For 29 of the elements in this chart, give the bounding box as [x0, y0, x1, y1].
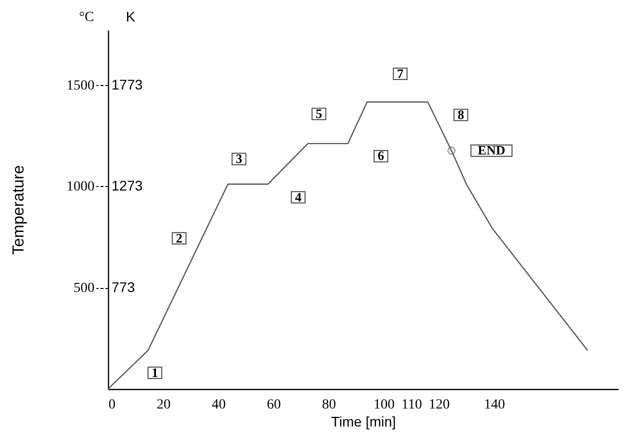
annotation: 1: [152, 364, 158, 380]
x-tick-label: 40: [212, 398, 226, 412]
x-tick-label: 80: [322, 398, 336, 412]
annotation: 2: [176, 230, 182, 246]
x-tick-label: 60: [266, 398, 281, 412]
x-tick-label: 0: [108, 398, 116, 412]
x-tick-label: 140: [484, 398, 505, 412]
y-axis-title: Temperature: [10, 164, 28, 255]
y-tick-label: 500: [74, 281, 94, 296]
y2-tick-label: 1773: [112, 76, 143, 92]
y2-axis-title: K: [126, 8, 136, 24]
text: °C: [79, 10, 94, 25]
y-tick-label: 1500: [66, 78, 94, 94]
y2-tick-label: 773: [112, 279, 136, 296]
x-tick-label: 100: [374, 398, 395, 412]
x-axis-title: Time [min]: [331, 414, 396, 430]
x-tick-label: 120: [428, 398, 450, 412]
annotation: 5: [316, 106, 323, 121]
annotation: 4: [294, 189, 302, 204]
annotation: END: [478, 142, 506, 158]
y-tick-label: 1000: [66, 180, 94, 195]
y2-tick-label: 1273: [112, 178, 143, 194]
annotation: 3: [236, 150, 243, 166]
line-series: [107, 101, 588, 390]
annotation: 7: [396, 66, 404, 81]
x-tick-label: 110: [402, 398, 422, 412]
annotation: 8: [458, 106, 465, 122]
x-tick-label: 20: [156, 398, 171, 412]
annotation: 6: [378, 148, 385, 164]
